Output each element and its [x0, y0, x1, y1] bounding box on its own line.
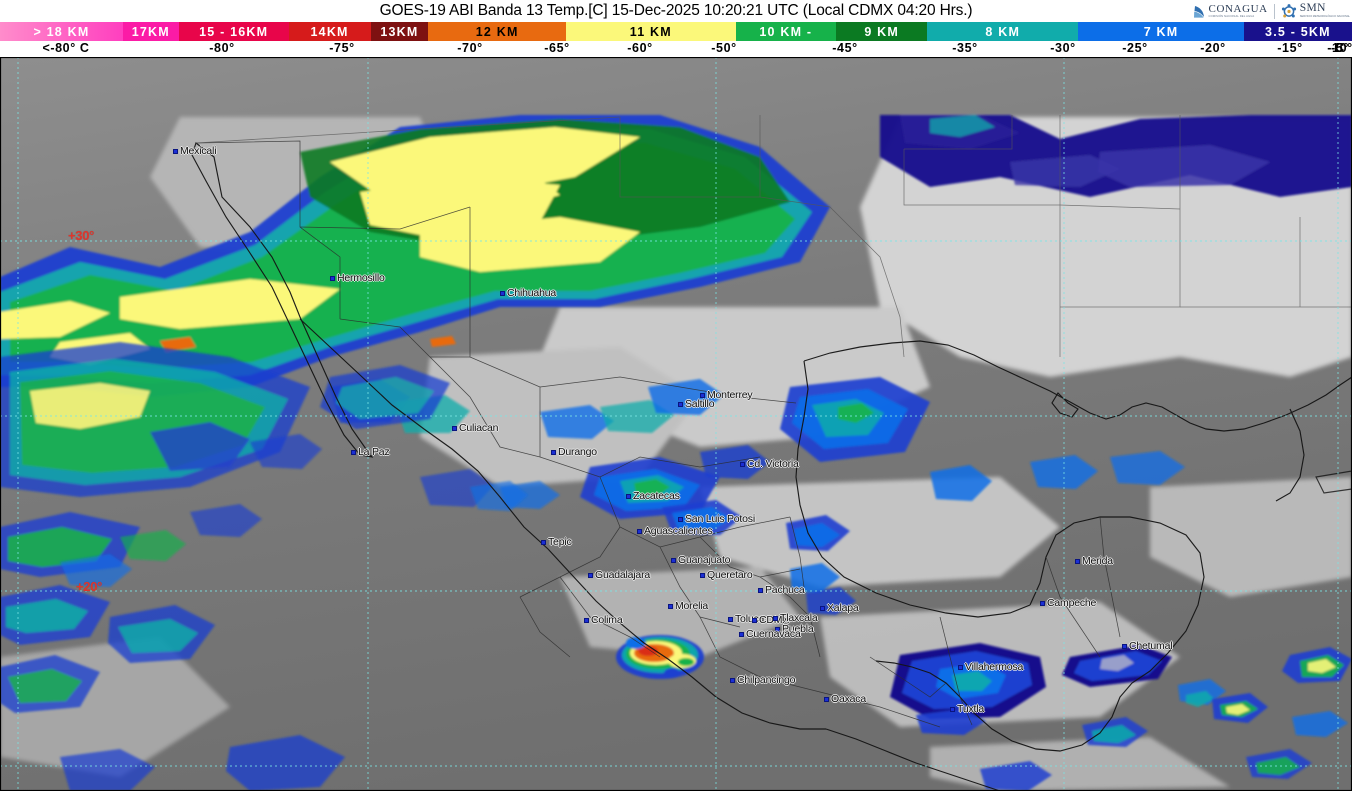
- colorbar-segment: 11 KM: [566, 22, 736, 41]
- smn-subtitle: SERVICIO METEOROLÓGICO NACIONAL: [1299, 14, 1350, 18]
- colorbar-tick: -15°: [1277, 41, 1303, 55]
- colorbar-segment: 12 KM: [428, 22, 567, 41]
- colorbar-segment: 13KM: [370, 22, 429, 41]
- colorbar-tick: -30°: [1050, 41, 1076, 55]
- colorbar-tick: -75°: [329, 41, 355, 55]
- conagua-wordmark: CONAGUA COMISIÓN NACIONAL DEL AGUA: [1208, 2, 1268, 19]
- colorbar-tick-labels: <-80° C -80° -75° -70° -65° -60° -50° -45° -35° -…: [0, 41, 1352, 57]
- colorbar-segment: 8 KM: [927, 22, 1079, 41]
- graticule-label: +20°: [76, 579, 103, 594]
- page-title: GOES-19 ABI Banda 13 Temp.[C] 15-Dec-202…: [379, 2, 973, 19]
- smn-logo: SMN SERVICIO METEOROLÓGICO NACIONAL: [1281, 3, 1350, 18]
- colorbar-tick: -35°: [952, 41, 978, 55]
- temperature-colorbar: > 18 KM 17KM 15 - 16KM 14KM 13KM 12 KM 11 KM 10…: [0, 22, 1352, 57]
- water-drop-icon: [1193, 4, 1206, 19]
- agency-logos: CONAGUA COMISIÓN NACIONAL DEL AGUA: [1193, 1, 1350, 21]
- gear-network-icon: [1281, 3, 1297, 19]
- satellite-map[interactable]: +30°+20°-120°-110°-100°-90° MexicaliHerm…: [0, 57, 1352, 791]
- conagua-subtitle: COMISIÓN NACIONAL DEL AGUA: [1208, 14, 1255, 18]
- graticule-label: +30°: [68, 228, 95, 243]
- conagua-name: CONAGUA: [1208, 2, 1268, 15]
- colorbar-tick: C: [1335, 41, 1345, 55]
- colorbar-tick: -60°: [627, 41, 653, 55]
- logo-divider: [1273, 3, 1275, 19]
- colorbar-segment: 7 KM: [1078, 22, 1244, 41]
- smn-name: SMN: [1299, 2, 1326, 15]
- colorbar-segment: 17KM: [122, 22, 179, 41]
- conagua-logo: CONAGUA COMISIÓN NACIONAL DEL AGUA: [1193, 2, 1268, 19]
- colorbar-tick: -25°: [1122, 41, 1148, 55]
- colorbar-tick: -70°: [457, 41, 483, 55]
- colorbar-segment: 15 - 16KM: [178, 22, 289, 41]
- colorbar-segments: > 18 KM 17KM 15 - 16KM 14KM 13KM 12 KM 11 KM 10…: [0, 22, 1352, 41]
- colorbar-tick: -45°: [832, 41, 858, 55]
- colorbar-segment: 9 KM: [836, 22, 928, 41]
- colorbar-tick: -20°: [1200, 41, 1226, 55]
- colorbar-tick: -50°: [711, 41, 737, 55]
- smn-wordmark: SMN SERVICIO METEOROLÓGICO NACIONAL: [1300, 3, 1350, 18]
- colorbar-segment: 3.5 - 5KM: [1243, 22, 1352, 41]
- header-bar: GOES-19 ABI Banda 13 Temp.[C] 15-Dec-202…: [0, 0, 1352, 22]
- colorbar-tick: -10°: [1327, 41, 1352, 55]
- colorbar-tick: <-80° C: [42, 41, 90, 55]
- colorbar-segment: > 18 KM: [0, 22, 123, 41]
- colorbar-segment: 14KM: [288, 22, 371, 41]
- colorbar-segment: 10 KM -: [735, 22, 837, 41]
- colorbar-tick: -5°: [1331, 41, 1349, 55]
- map-imagery: [0, 57, 1352, 791]
- colorbar-tick: -65°: [544, 41, 570, 55]
- colorbar-tick: -80°: [209, 41, 235, 55]
